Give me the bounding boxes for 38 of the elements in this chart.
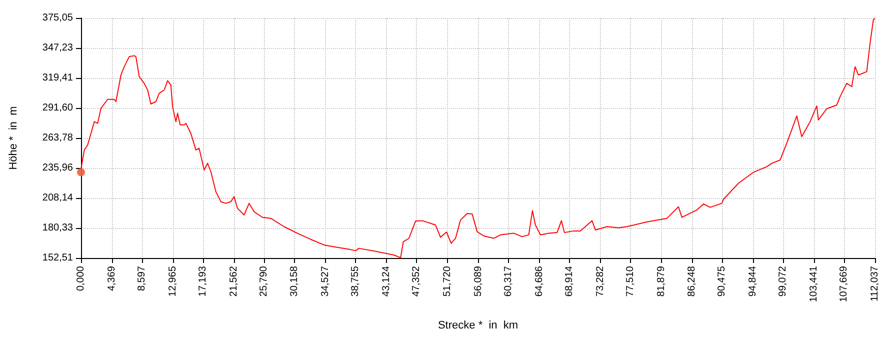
x-tick-label: 90,475 [716,266,728,297]
x-tick-label: 56,089 [473,266,484,297]
x-tick-label: 21,562 [228,266,240,297]
x-tick-label: 103,441 [808,266,820,302]
y-tick-label: 375,05 [42,12,74,24]
x-tick-label: 81,879 [656,266,667,297]
x-tick-label: 99,072 [778,266,789,297]
x-tick-label: 12,965 [167,266,178,297]
x-tick-label: 34,527 [320,266,332,297]
x-tick-label: 77,510 [624,266,636,297]
x-tick-label: 47,352 [411,266,422,297]
x-tick-label: 68,914 [564,266,575,297]
x-tick-label: 73,282 [594,266,606,297]
x-tick-label: 94,844 [748,266,759,297]
y-tick-label: 347,23 [42,42,74,54]
x-tick-label: 25,790 [258,266,270,297]
y-tick-label: 291,60 [42,102,74,114]
x-tick-label: 0,000 [76,266,86,292]
x-tick-label: 43,124 [381,266,392,297]
x-tick-label: 51,720 [442,266,454,297]
x-tick-label: 38,755 [350,266,362,297]
x-tick-label: 112,037 [870,266,880,302]
y-tick-label: 319,41 [42,72,74,84]
x-tick-label: 4,369 [106,266,118,292]
x-tick-label: 107,669 [838,266,850,302]
x-tick-label: 64,686 [534,266,545,297]
y-tick-label: 263,78 [42,132,74,144]
y-tick-label: 152,51 [42,252,74,264]
x-tick-label: 17,193 [197,266,208,297]
y-tick-label: 208,14 [42,192,74,204]
x-axis-title: Strecke * in km [438,320,518,332]
y-tick-label: 180,33 [42,222,74,234]
x-tick-label: 86,248 [686,266,698,297]
x-tick-label: 60,317 [502,266,514,297]
x-tick-label: 8,597 [136,266,148,292]
y-tick-label: 235,96 [42,162,74,174]
x-tick-label: 30,158 [289,266,300,297]
y-axis-title: Höhe * in m [8,106,20,170]
